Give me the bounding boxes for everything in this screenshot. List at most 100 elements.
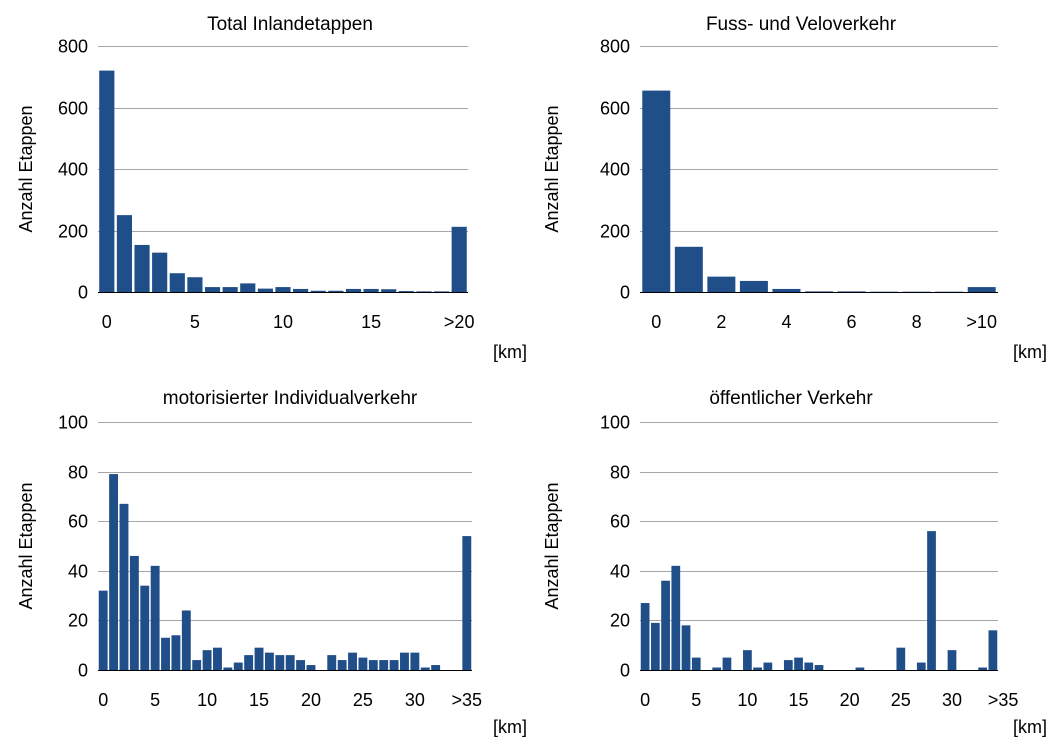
chart-3-ytick-label: 60 (68, 512, 88, 532)
chart-4-bar (927, 531, 936, 670)
chart-4-ytick-label: 20 (610, 611, 630, 631)
chart-1-bar (328, 291, 343, 292)
chart-4-bar (989, 630, 998, 670)
chart-2-title: Fuss- und Veloverkehr (706, 14, 897, 35)
chart-4-title: öffentlicher Verkehr (709, 388, 873, 409)
chart-2-xtick-label: 4 (781, 312, 791, 332)
chart-3-bar (171, 635, 180, 670)
chart-3-bar (462, 536, 471, 670)
chart-3-bar (151, 566, 160, 670)
chart-3-bar (203, 650, 212, 670)
chart-3-xtick-label: 20 (301, 690, 321, 710)
chart-1-bar (134, 245, 149, 292)
chart-4-bar (682, 625, 691, 670)
chart-1-xunit-label: [km] (493, 342, 527, 362)
chart-4-ylabel: Anzahl Etappen (542, 482, 562, 609)
chart-1-xtick-label: 5 (190, 312, 200, 332)
chart-3-ytick-label: 80 (68, 463, 88, 483)
chart-1-xtick-label: >20 (444, 312, 475, 332)
chart-1-xtick-label: 10 (273, 312, 293, 332)
chart-2-xtick-label: 0 (651, 312, 661, 332)
chart-2-bar (675, 247, 703, 292)
chart-1-title: Total Inlandetappen (207, 14, 373, 35)
chart-1-bar (275, 287, 290, 292)
chart-3-bar (192, 660, 201, 670)
chart-1-xtick-label: 15 (361, 312, 381, 332)
chart-1-bar (187, 277, 202, 292)
chart-1-ytick-label: 600 (58, 99, 88, 119)
chart-4-bar (815, 665, 824, 670)
chart-3-bar (327, 655, 336, 670)
chart-1-bar (434, 291, 449, 292)
chart-4-xtick-label: 25 (891, 690, 911, 710)
chart-3-xtick-label: 5 (150, 690, 160, 710)
chart-3-bar (223, 668, 232, 670)
chart-2-bar (838, 291, 866, 292)
chart-3-bar (286, 655, 295, 670)
chart-3-bar (275, 655, 284, 670)
chart-3-bar (410, 653, 419, 670)
chart-4-ytick-label: 100 (600, 413, 630, 433)
chart-3-bar (161, 638, 170, 670)
chart-3-bar (265, 653, 274, 670)
chart-4-bar (784, 660, 793, 670)
chart-2-bar (642, 91, 670, 292)
chart-1-bar (346, 289, 361, 292)
chart-4-bar (671, 566, 680, 670)
chart-4-xtick-label: 20 (840, 690, 860, 710)
chart-3-xtick-label: >35 (452, 690, 483, 710)
chart-3-ytick-label: 40 (68, 562, 88, 582)
chart-3-title: motorisierter Individualverkehr (163, 388, 418, 409)
chart-4-bar (763, 663, 772, 670)
chart-3-bar (296, 660, 305, 670)
chart-4-bar (753, 668, 762, 670)
chart-1-ylabel: Anzahl Etappen (16, 105, 36, 232)
chart-4-xtick-label: >35 (988, 690, 1019, 710)
chart-4-ytick-label: 60 (610, 512, 630, 532)
chart-1-bar (205, 287, 220, 292)
chart-4-xtick-label: 0 (640, 690, 650, 710)
chart-3-bar (255, 648, 264, 670)
chart-4-bar (804, 663, 813, 670)
chart-2-ytick-label: 600 (600, 99, 630, 119)
chart-2-bar (805, 291, 833, 292)
chart-1-bar (223, 287, 238, 292)
chart-2-bar (740, 281, 768, 292)
chart-1-bar (117, 215, 132, 292)
chart-2-ytick-label: 800 (600, 37, 630, 57)
chart-1-bar (399, 291, 414, 292)
chart-3-bar (358, 658, 367, 670)
chart-4-bar (641, 603, 650, 670)
chart-2-ytick-label: 400 (600, 160, 630, 180)
chart-1-bar (416, 291, 431, 292)
chart-2-ytick-label: 200 (600, 222, 630, 242)
chart-1-bar (364, 289, 379, 292)
chart-2-bar (772, 289, 800, 292)
chart-3-xtick-label: 0 (98, 690, 108, 710)
chart-1-bar (99, 71, 114, 292)
chart-3-bar (338, 660, 347, 670)
chart-4-bar (712, 668, 721, 670)
chart-1-ytick-label: 800 (58, 37, 88, 57)
chart-3-xtick-label: 30 (405, 690, 425, 710)
chart-3-ylabel: Anzahl Etappen (16, 482, 36, 609)
chart-3-bar (130, 556, 139, 670)
chart-2-ytick-label: 0 (620, 283, 630, 303)
chart-3-bar (234, 663, 243, 670)
chart-2-bar (968, 287, 996, 292)
chart-1-bar (170, 273, 185, 292)
chart-1-bar (258, 289, 273, 292)
chart-3-ytick-label: 100 (58, 413, 88, 433)
chart-4-bar (948, 650, 957, 670)
chart-3-xtick-label: 10 (197, 690, 217, 710)
chart-3-ytick-label: 20 (68, 611, 88, 631)
chart-4-bar (661, 581, 670, 670)
chart-4-xtick-label: 30 (942, 690, 962, 710)
chart-3-bar (109, 474, 118, 670)
chart-3-xtick-label: 15 (249, 690, 269, 710)
chart-4-bar (743, 650, 752, 670)
chart-4-bar (896, 648, 905, 670)
chart-3-bar (182, 610, 191, 670)
chart-4-bar (978, 668, 987, 670)
